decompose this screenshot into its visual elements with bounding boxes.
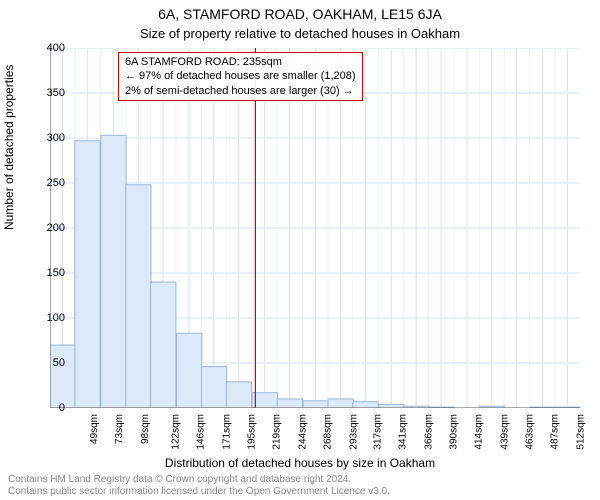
x-tick-label: 512sqm <box>575 414 586 450</box>
chart-subtitle: Size of property relative to detached ho… <box>0 26 600 41</box>
page-title: 6A, STAMFORD ROAD, OAKHAM, LE15 6JA <box>0 6 600 22</box>
footer-line2: Contains public sector information licen… <box>8 486 390 498</box>
y-tick-label: 400 <box>47 42 65 54</box>
footer-attribution: Contains HM Land Registry data © Crown c… <box>8 474 390 498</box>
histogram-bar <box>75 141 100 408</box>
x-tick-label: 146sqm <box>196 414 207 450</box>
x-tick-label: 317sqm <box>373 414 384 450</box>
info-box-line1: 6A STAMFORD ROAD: 235sqm <box>125 55 356 69</box>
histogram-bar <box>328 399 353 408</box>
y-tick-label: 300 <box>47 132 65 144</box>
x-axis-label: Distribution of detached houses by size … <box>0 456 600 470</box>
x-tick-label: 463sqm <box>524 414 535 450</box>
y-tick-label: 150 <box>47 267 65 279</box>
info-box-line2: ← 97% of detached houses are smaller (1,… <box>125 69 356 83</box>
histogram-bar <box>252 393 277 408</box>
histogram-bar <box>226 382 251 408</box>
x-tick-label: 487sqm <box>549 414 560 450</box>
x-tick-label: 439sqm <box>500 414 511 450</box>
x-tick-label: 49sqm <box>89 414 100 444</box>
histogram-bar <box>126 185 151 408</box>
property-info-box: 6A STAMFORD ROAD: 235sqm ← 97% of detach… <box>118 52 363 101</box>
x-tick-label: 293sqm <box>348 414 359 450</box>
info-box-line3: 2% of semi-detached houses are larger (3… <box>125 84 356 98</box>
histogram-bar <box>177 333 202 408</box>
x-tick-label: 219sqm <box>271 414 282 450</box>
x-tick-label: 341sqm <box>398 414 409 450</box>
y-tick-label: 100 <box>47 312 65 324</box>
y-tick-label: 200 <box>47 222 65 234</box>
histogram-bar <box>277 399 302 408</box>
histogram-bar <box>353 402 378 408</box>
y-tick-label: 0 <box>59 402 65 414</box>
y-axis-label: Number of detached properties <box>2 65 16 230</box>
x-tick-label: 98sqm <box>140 414 151 444</box>
x-tick-label: 268sqm <box>322 414 333 450</box>
histogram-bar <box>201 367 226 408</box>
histogram-bar <box>303 401 328 408</box>
x-tick-label: 122sqm <box>171 414 182 450</box>
x-tick-label: 195sqm <box>246 414 257 450</box>
x-tick-label: 73sqm <box>114 414 125 444</box>
histogram-bar <box>151 282 176 408</box>
histogram-plot <box>50 48 580 408</box>
x-tick-label: 366sqm <box>424 414 435 450</box>
x-tick-label: 244sqm <box>297 414 308 450</box>
x-tick-label: 390sqm <box>449 414 460 450</box>
histogram-bar <box>101 135 126 408</box>
histogram-bar <box>379 404 404 408</box>
footer-line1: Contains HM Land Registry data © Crown c… <box>8 474 390 486</box>
y-tick-label: 250 <box>47 177 65 189</box>
x-tick-label: 171sqm <box>222 414 233 450</box>
y-tick-label: 50 <box>53 357 65 369</box>
y-tick-label: 350 <box>47 87 65 99</box>
histogram-bar <box>50 345 75 408</box>
x-tick-label: 414sqm <box>474 414 485 450</box>
